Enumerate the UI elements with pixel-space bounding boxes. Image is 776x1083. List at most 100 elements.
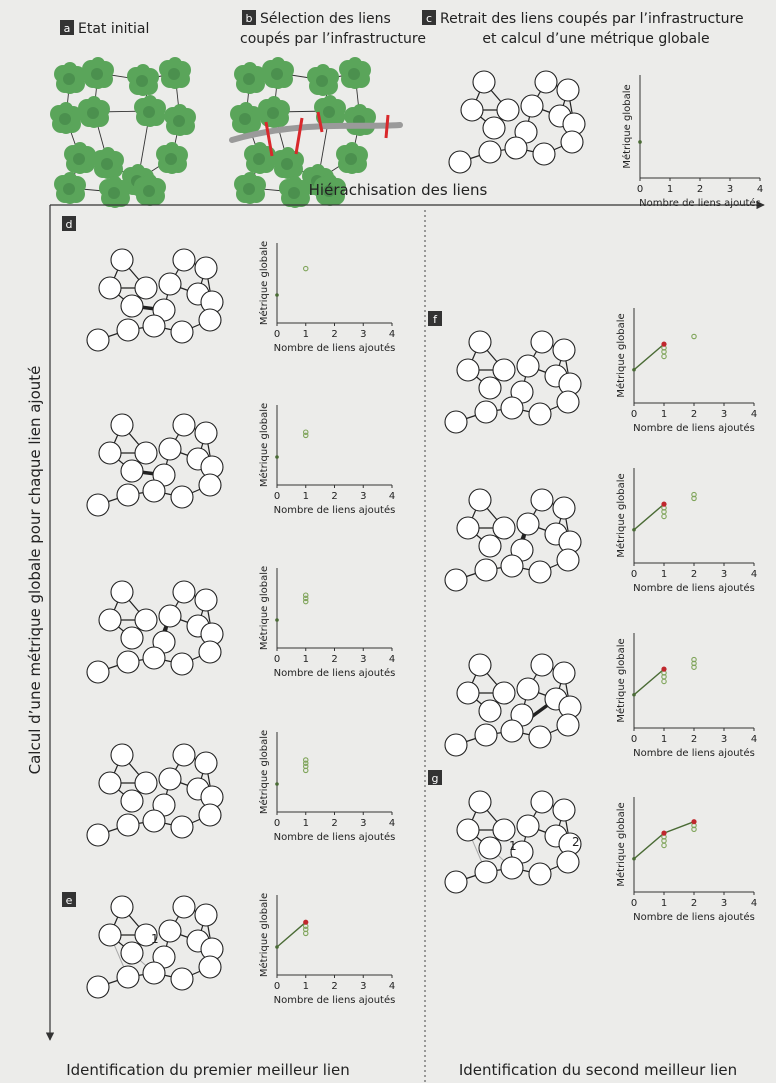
patch-core [59, 113, 71, 125]
network-node [198, 308, 222, 332]
patch-core [63, 73, 75, 85]
patch-core [253, 153, 265, 165]
patch-core [288, 187, 300, 199]
habitat-patch [234, 172, 266, 204]
network-node [134, 771, 158, 795]
network-node [172, 580, 196, 604]
candidate-point [302, 592, 309, 598]
y-axis-label: Métrique globale [258, 241, 270, 325]
patch-blob [63, 172, 77, 186]
habitat-patch [50, 102, 82, 134]
network-node [492, 818, 516, 842]
x-tick-label: 4 [751, 409, 757, 420]
panel-e-network [86, 895, 224, 999]
network-node [478, 699, 502, 723]
candidate-point [691, 333, 697, 340]
x-tick-label: 0 [274, 491, 280, 502]
network-node [170, 485, 194, 509]
network-node [552, 798, 576, 822]
habitat-patch [272, 147, 304, 179]
panel-d-network-4 [86, 743, 224, 847]
network-node [478, 140, 502, 164]
network-node [504, 136, 528, 160]
candidate-point [302, 926, 309, 933]
footer-left: Identification du premier meilleur lien [66, 1061, 350, 1079]
patch-blob [267, 96, 281, 110]
network-node [194, 903, 218, 927]
x-tick-label: 1 [661, 569, 667, 580]
network-node [110, 413, 134, 437]
patch-blob [281, 147, 295, 161]
patch-core [348, 68, 360, 80]
chart-d3: 0 1 2 3 4 Nombre de liens ajoutés Métrique glo… [258, 566, 395, 679]
habitat-patch [307, 64, 339, 96]
network-node [116, 650, 140, 674]
x-axis-label: Nombre de liens ajoutés [633, 747, 755, 759]
network-node [194, 421, 218, 445]
infrastructure-road [229, 122, 403, 143]
habitat-patch [156, 142, 188, 174]
x-tick-label: 4 [751, 734, 757, 745]
network-node [158, 767, 182, 791]
panel-a-letter: a [64, 22, 71, 35]
x-tick-label: 0 [274, 654, 280, 665]
patch-blob [143, 95, 157, 109]
patch-core [168, 68, 180, 80]
x-tick-label: 1 [667, 184, 673, 195]
chart-g: 0 1 2 3 4 Nombre de liens ajoutés Métrique glo… [615, 797, 757, 923]
network-node [492, 516, 516, 540]
network-node [500, 554, 524, 578]
y-axis-label: Métrique globale [621, 84, 633, 168]
x-tick-label: 2 [691, 409, 697, 420]
patch-core [243, 73, 255, 85]
candidate-point [302, 763, 309, 770]
network-node [98, 771, 122, 795]
network-node [120, 789, 144, 813]
network-node [116, 318, 140, 342]
patch-core [91, 68, 103, 80]
y-axis-label: Métrique globale [258, 893, 270, 977]
y-axis-label: Métrique globale [615, 638, 627, 722]
network-node [448, 150, 472, 174]
network-node [492, 681, 516, 705]
network-node [116, 483, 140, 507]
network-node [444, 410, 468, 434]
network-node [86, 660, 110, 684]
network-node [456, 681, 480, 705]
horizontal-axis-title: Hiérachisation des liens [309, 181, 488, 199]
patch-blob [311, 164, 325, 178]
x-tick-label: 3 [360, 654, 366, 665]
habitat-patch [314, 174, 346, 206]
network-node [172, 413, 196, 437]
x-tick-label: 4 [389, 329, 395, 340]
second-link-number-g: 2 [572, 835, 580, 849]
x-tick-label: 3 [721, 898, 727, 909]
x-tick-label: 0 [637, 184, 643, 195]
network-node [532, 142, 556, 166]
habitat-patch [164, 104, 196, 136]
panel-f-letter: f [433, 313, 438, 326]
best-point [661, 666, 667, 672]
chart-d1: 0 1 2 3 4 Nombre de liens ajoutés Métrique glo… [258, 241, 395, 354]
network-node [468, 790, 492, 814]
footer-right: Identification du second meilleur lien [459, 1061, 737, 1079]
habitat-patch [344, 104, 376, 136]
panel-e-letter: e [66, 894, 73, 907]
network-node [142, 479, 166, 503]
patch-blob [173, 104, 187, 118]
network-node [500, 396, 524, 420]
patch-blob [271, 57, 285, 71]
habitat-patch [159, 57, 191, 89]
x-axis-label: Nombre de liens ajoutés [633, 422, 755, 434]
best-point [661, 501, 667, 507]
x-tick-label: 1 [303, 654, 309, 665]
x-axis-label: Nombre de liens ajoutés [274, 504, 396, 516]
baseline-point [632, 856, 636, 861]
network-node [528, 862, 552, 886]
habitat-patch [92, 147, 124, 179]
network-node [500, 856, 524, 880]
baseline-point [632, 692, 636, 697]
metric-line [633, 503, 665, 531]
x-tick-label: 0 [274, 818, 280, 829]
baseline-point [275, 945, 279, 949]
